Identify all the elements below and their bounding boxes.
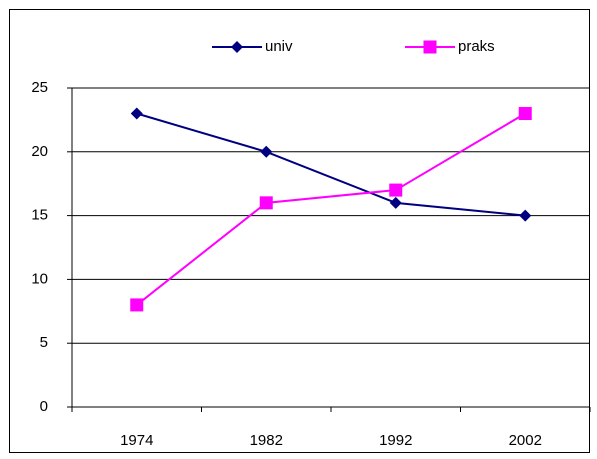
data-point <box>259 196 273 210</box>
x-tick-label: 1974 <box>120 432 153 449</box>
legend-label: univ <box>265 38 293 55</box>
y-tick-label: 20 <box>31 143 48 160</box>
y-tick-label: 15 <box>31 207 48 224</box>
x-tick-label: 1982 <box>250 432 283 449</box>
data-point <box>519 209 532 222</box>
y-tick-label: 25 <box>31 79 48 96</box>
y-tick-label: 10 <box>31 270 48 287</box>
series-line <box>136 112 526 306</box>
legend-marker <box>423 40 437 54</box>
data-point <box>130 107 143 120</box>
legend-marker <box>231 41 243 53</box>
legend-label: praks <box>458 38 495 55</box>
data-point <box>130 298 144 312</box>
y-tick-label: 5 <box>40 334 48 351</box>
data-point <box>389 196 402 209</box>
data-point <box>260 145 273 158</box>
series-line <box>136 112 526 217</box>
x-tick-label: 1992 <box>379 432 412 449</box>
chart-border <box>9 9 590 453</box>
data-point <box>518 107 532 121</box>
data-point <box>389 183 403 197</box>
x-tick-label: 2002 <box>509 432 542 449</box>
y-tick-label: 0 <box>40 398 48 415</box>
